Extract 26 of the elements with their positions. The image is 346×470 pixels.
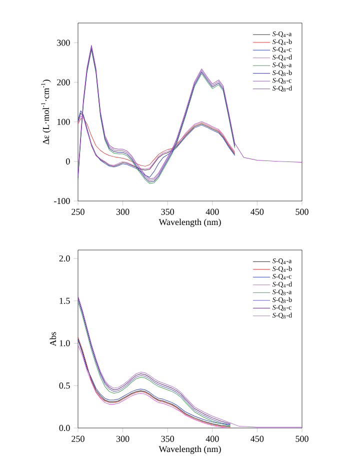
x-tick-label: 300	[116, 208, 130, 215]
x-tick-label: 300	[116, 436, 130, 442]
y-tick-label: 0	[66, 158, 70, 164]
x-tick-label: 250	[72, 208, 84, 215]
y-tick-label: 0.0	[59, 424, 70, 432]
y-axis-title: Δε (L·mol$^{-1}$·cm$^{-1}$)	[41, 80, 51, 144]
y-tick-label: 100	[57, 118, 70, 125]
x-tick-label: 250	[72, 436, 84, 442]
x-tick-label: 400	[206, 208, 219, 215]
x-tick-label: 450	[250, 436, 264, 442]
y-tick-label: 1.5	[60, 298, 70, 304]
y-tick-label: 200	[57, 79, 70, 86]
y-tick-label: 1.0	[60, 340, 70, 346]
x-axis-title: Wavelength (nm)	[158, 218, 221, 227]
x-tick-label: 350	[161, 436, 174, 442]
x-tick-label: 500	[296, 208, 308, 215]
x-tick-label: 400	[206, 436, 219, 442]
y-tick-label: 300	[57, 40, 70, 46]
x-axis-title: Wavelength (nm)	[158, 446, 221, 454]
y-tick-label: -100	[54, 198, 70, 204]
y-axis-title: Abs	[50, 332, 56, 346]
y-tick-label: 2.0	[59, 255, 70, 262]
x-tick-label: 500	[296, 436, 308, 442]
x-tick-label: 350	[161, 208, 174, 215]
y-tick-label: 0.5	[59, 382, 70, 389]
x-tick-label: 450	[250, 208, 264, 215]
